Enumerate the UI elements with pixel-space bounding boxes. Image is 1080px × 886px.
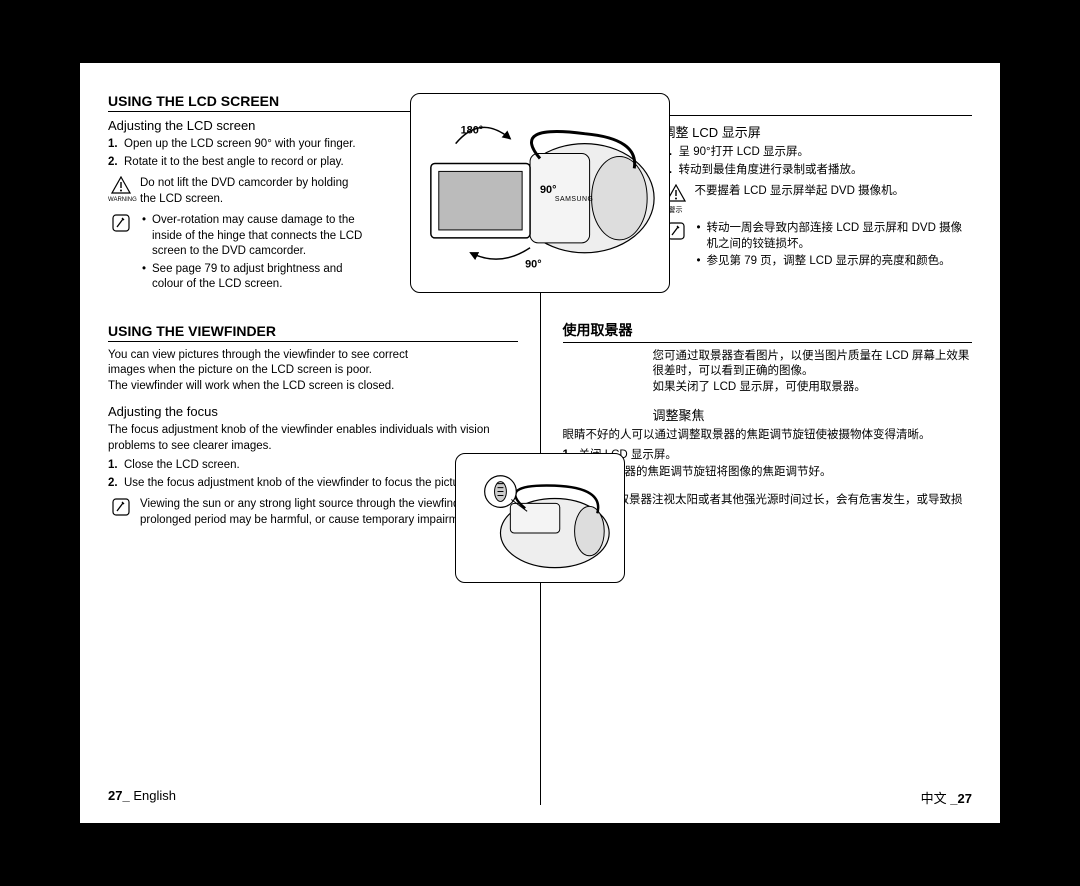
warning-icon: WARNING <box>108 176 134 207</box>
note-lcd-en: Over-rotation may cause damage to the in… <box>108 213 366 295</box>
note-icon <box>108 497 134 528</box>
camcorder-illustration: 180° 90° 90° SAMSUNG <box>411 94 669 292</box>
heading-vf-en: USING THE VIEWFINDER <box>108 323 518 342</box>
lcd-steps-en: 1.Open up the LCD screen 90° with your f… <box>108 137 366 170</box>
viewfinder-illustration <box>456 454 624 582</box>
note-lcd-zh: 转动一周会导致内部连接 LCD 显示屏和 DVD 摄像机之间的铰链损坏。 参见第… <box>663 221 973 272</box>
subheading-adjust-lcd-en: Adjusting the LCD screen <box>108 118 366 133</box>
subheading-adjust-lcd-zh: 调整 LCD 显示屏 <box>663 122 973 141</box>
figure-camcorder-lcd: 180° 90° 90° SAMSUNG <box>410 93 670 293</box>
warning-lcd-zh: 警示 不要握着 LCD 显示屏举起 DVD 摄像机。 <box>663 184 973 215</box>
footer-lang-en: English <box>133 788 176 803</box>
lcd-steps-zh: 1.呈 90°打开 LCD 显示屏。 2.转动到最佳角度进行录制或者播放。 <box>663 145 973 178</box>
subheading-focus-en: Adjusting the focus <box>108 404 518 419</box>
subheading-focus-zh: 调整聚焦 <box>653 405 973 424</box>
page-number-right: _27 <box>950 791 972 806</box>
heading-vf-zh: 使用取景器 <box>563 320 973 343</box>
note-icon <box>108 213 134 295</box>
footer-lang-zh: 中文 <box>921 791 947 806</box>
svg-text:90°: 90° <box>525 259 542 271</box>
warning-lcd-en: WARNING Do not lift the DVD camcorder by… <box>108 176 366 207</box>
page-footer: 27_ English 中文 _27 <box>108 788 972 807</box>
figure-viewfinder <box>455 453 625 583</box>
svg-text:SAMSUNG: SAMSUNG <box>555 196 594 203</box>
page-number-left: 27_ <box>108 788 130 803</box>
manual-page: 180° 90° 90° SAMSUNG USIN <box>80 63 1000 823</box>
svg-text:90°: 90° <box>540 184 557 196</box>
